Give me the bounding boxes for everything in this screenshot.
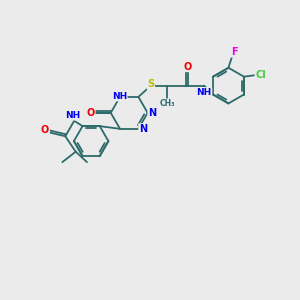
Text: N: N — [139, 124, 147, 134]
Text: O: O — [41, 125, 49, 135]
Text: S: S — [147, 80, 155, 89]
Text: CH₃: CH₃ — [160, 99, 175, 108]
Text: F: F — [231, 47, 238, 57]
Text: O: O — [183, 61, 191, 72]
Text: Cl: Cl — [255, 70, 266, 80]
Text: NH: NH — [65, 111, 81, 120]
Text: NH: NH — [112, 92, 127, 101]
Text: N: N — [148, 108, 156, 118]
Text: NH: NH — [196, 88, 212, 97]
Text: O: O — [87, 108, 95, 118]
